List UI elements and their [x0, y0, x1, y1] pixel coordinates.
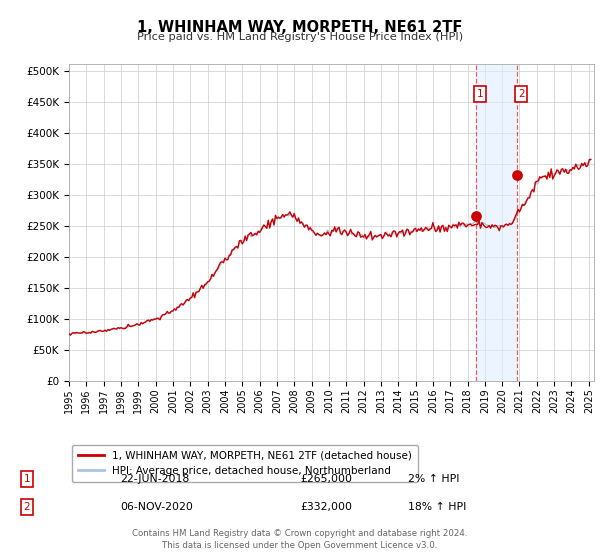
Bar — [476, 64, 517, 381]
Text: 1: 1 — [476, 89, 484, 99]
Text: £332,000: £332,000 — [300, 502, 352, 512]
Text: 2: 2 — [23, 502, 31, 512]
Text: Price paid vs. HM Land Registry's House Price Index (HPI): Price paid vs. HM Land Registry's House … — [137, 32, 463, 42]
Text: 18% ↑ HPI: 18% ↑ HPI — [408, 502, 466, 512]
Legend: 1, WHINHAM WAY, MORPETH, NE61 2TF (detached house), HPI: Average price, detached: 1, WHINHAM WAY, MORPETH, NE61 2TF (detac… — [71, 445, 418, 482]
Text: 1: 1 — [23, 474, 31, 484]
Text: Contains HM Land Registry data © Crown copyright and database right 2024.: Contains HM Land Registry data © Crown c… — [132, 530, 468, 539]
Text: 2: 2 — [518, 89, 524, 99]
Text: 22-JUN-2018: 22-JUN-2018 — [120, 474, 189, 484]
Text: 1, WHINHAM WAY, MORPETH, NE61 2TF: 1, WHINHAM WAY, MORPETH, NE61 2TF — [137, 20, 463, 35]
Text: 06-NOV-2020: 06-NOV-2020 — [120, 502, 193, 512]
Point — [471, 212, 481, 221]
Text: This data is licensed under the Open Government Licence v3.0.: This data is licensed under the Open Gov… — [163, 541, 437, 550]
Text: £265,000: £265,000 — [300, 474, 352, 484]
Text: 2% ↑ HPI: 2% ↑ HPI — [408, 474, 460, 484]
Point — [512, 170, 521, 179]
